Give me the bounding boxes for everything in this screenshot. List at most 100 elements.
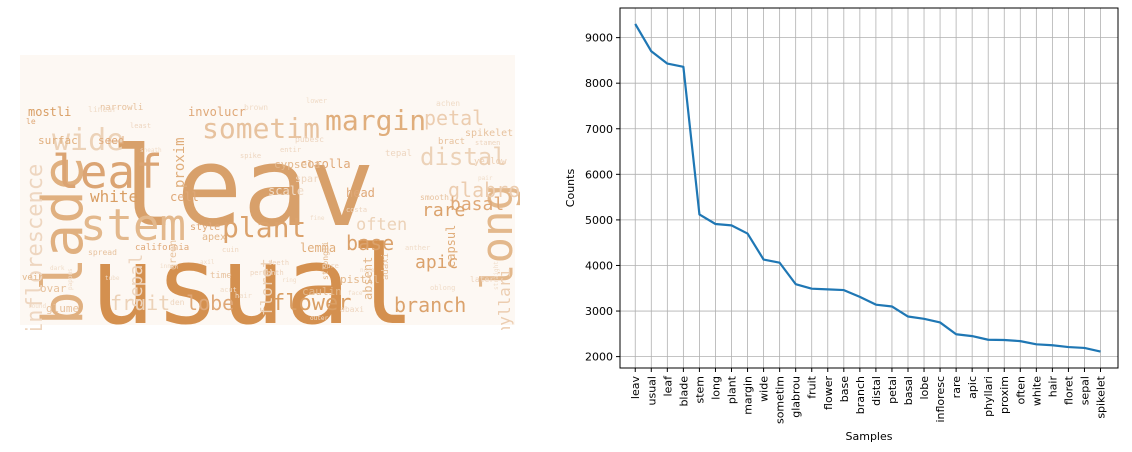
y-tick-label: 5000 [585, 214, 613, 227]
word-cloud-word: fine [310, 215, 325, 222]
x-tick-label: usual [645, 376, 658, 405]
y-tick-label: 8000 [585, 77, 613, 90]
word-cloud-word: yellow [474, 157, 507, 167]
word-cloud-word: often [356, 215, 407, 235]
word-cloud-word: spread [88, 248, 117, 257]
word-cloud-word: axil [200, 259, 215, 266]
x-tick-label: fruit [806, 375, 819, 398]
word-cloud-word: round [28, 303, 46, 310]
word-cloud-word: inner [160, 263, 178, 270]
word-cloud-word: surfac [38, 134, 78, 147]
word-cloud-word: seed [98, 134, 125, 147]
word-cloud-word: oblong [430, 284, 455, 292]
y-tick-label: 9000 [585, 32, 613, 45]
word-cloud-word: branch [394, 293, 466, 317]
word-cloud-word: spikelet [465, 128, 513, 139]
x-tick-label: wide [758, 376, 771, 402]
word-cloud-word: absent [361, 257, 375, 300]
x-tick-label: branch [854, 376, 867, 414]
word-cloud-word: ring [282, 277, 297, 284]
word-cloud-word: lower [306, 97, 327, 105]
word-cloud-word: tepal [385, 149, 412, 159]
x-tick-label: sepal [1078, 376, 1091, 405]
x-tick-label: lobe [918, 376, 931, 400]
word-cloud-word: bract [438, 137, 465, 147]
word-cloud-word: pure [322, 262, 339, 270]
x-tick-label: petal [886, 376, 899, 404]
word-cloud-word: capsul [444, 225, 458, 268]
word-cloud-word: achen [436, 99, 460, 108]
word-cloud-word: costa [346, 206, 367, 214]
y-tick-label: 6000 [585, 168, 613, 181]
word-cloud-word: straight [493, 261, 500, 290]
word-cloud-word: margin [325, 104, 426, 137]
grid-lines [620, 8, 1118, 368]
word-cloud-word: den [170, 298, 185, 307]
x-tick-label: floret [1062, 375, 1075, 405]
word-cloud-word: vein [22, 273, 44, 283]
series-line [635, 24, 1100, 352]
word-cloud-word: stamen [475, 139, 500, 147]
x-tick-label: sometim [774, 376, 787, 424]
x-tick-label: basal [902, 376, 915, 405]
word-cloud-word: entir [280, 146, 301, 154]
word-cloud-word: california [135, 243, 189, 253]
x-tick-label: plant [726, 375, 739, 404]
x-tick-label: flower [822, 376, 835, 410]
y-axis-label: Counts [564, 169, 577, 208]
word-cloud-word: rare [422, 200, 465, 221]
word-cloud-word: le [26, 117, 36, 126]
y-tick-label: 4000 [585, 259, 613, 272]
word-cloud-word: proxim [172, 137, 188, 188]
x-tick-label: phyllari [982, 376, 995, 417]
word-cloud-word: least [130, 122, 151, 130]
word-cloud-word: cell [170, 190, 199, 204]
word-cloud-word: involucr [188, 105, 246, 119]
word-cloud-word: pubesc [295, 135, 324, 144]
word-cloud-word: linear [88, 105, 117, 114]
x-tick-label: infloresc [934, 376, 947, 423]
x-tick-label: apic [966, 376, 979, 399]
word-cloud-word: lemma [300, 241, 336, 255]
word-cloud-word: sheath [140, 147, 162, 154]
word-cloud-word: sepal [126, 254, 147, 308]
word-cloud-word: cypsela [274, 158, 320, 171]
word-cloud-word: caulin [302, 285, 342, 298]
y-tick-label: 3000 [585, 305, 613, 318]
word-cloud-word: outer [310, 315, 328, 322]
x-tick-label: leav [629, 376, 642, 400]
word-cloud-word: apex [202, 232, 226, 243]
word-cloud-word: pair [478, 175, 493, 182]
word-cloud-word: brown [244, 103, 268, 112]
word-cloud-word: perianth [250, 269, 284, 277]
plot-frame [620, 8, 1118, 368]
x-tick-label: hair [1046, 376, 1059, 398]
word-cloud-word: time [210, 271, 232, 281]
word-cloud-word: ovar [40, 282, 67, 295]
y-tick-label: 2000 [585, 351, 613, 364]
x-axis-label: Samples [846, 430, 893, 443]
word-cloud-word: cuin [222, 246, 239, 254]
x-tick-label: glabrou [790, 376, 803, 418]
word-cloud-word: face [348, 290, 363, 297]
word-cloud-word: abaxi [340, 305, 364, 314]
word-cloud-word: head [346, 186, 375, 200]
word-cloud-word: lobe [186, 291, 234, 315]
x-tick-label: leaf [661, 375, 674, 397]
x-tick-label: distal [870, 376, 883, 406]
word-cloud-word: plant [222, 211, 306, 244]
word-cloud-word: later [470, 275, 494, 284]
x-tick-label: long [709, 376, 722, 400]
x-tick-label: rare [950, 376, 963, 399]
word-cloud-word: glume [46, 302, 79, 315]
y-tick-label: 7000 [585, 123, 613, 136]
word-cloud-word: anther [405, 244, 430, 252]
x-tick-label: often [1014, 376, 1027, 404]
word-cloud-word: dark [50, 265, 65, 272]
word-cloud-word: petal [424, 106, 484, 130]
word-cloud-word: hair [235, 292, 252, 300]
word-cloud-word: scale [268, 184, 304, 198]
x-tick-label: spikelet [1095, 375, 1108, 418]
